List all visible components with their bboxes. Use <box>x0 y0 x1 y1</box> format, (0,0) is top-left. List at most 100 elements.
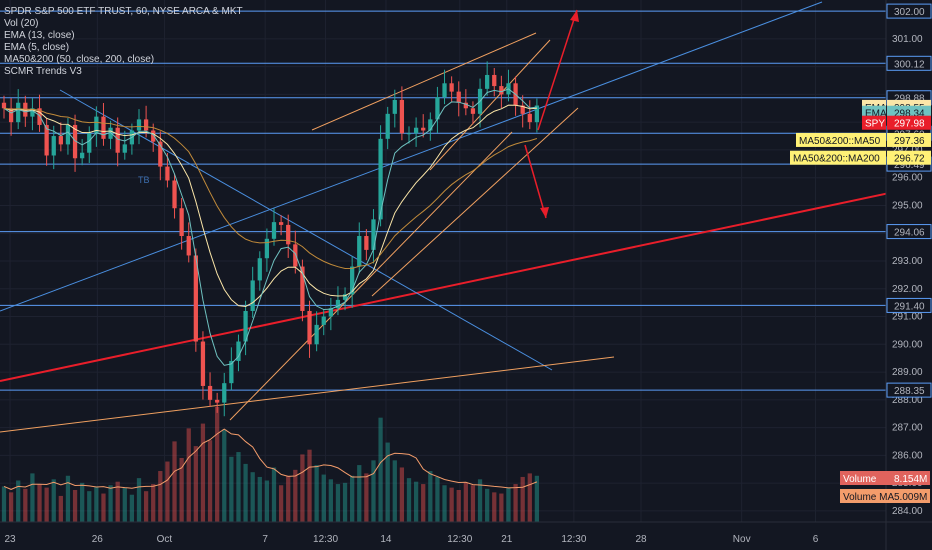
volume-bar <box>87 491 92 522</box>
volume-bar <box>406 478 412 522</box>
time-tick-label: 7 <box>262 534 268 545</box>
volume-bar <box>108 485 113 522</box>
volume-bar <box>449 487 454 522</box>
candle-body <box>200 341 206 386</box>
time-tick-label: 14 <box>380 534 392 545</box>
price-tag-label: MA50&200::MA50 <box>799 136 881 147</box>
volume-tag-value: 5.009M <box>894 492 927 503</box>
volume-bar <box>23 488 28 522</box>
candle-body <box>122 144 127 153</box>
candle-body <box>101 116 106 139</box>
volume-bar <box>229 456 234 522</box>
volume-bar <box>492 492 497 522</box>
time-tick-label: 23 <box>5 534 17 545</box>
volume-bar <box>364 473 369 522</box>
volume-bar <box>435 476 440 522</box>
candle-body <box>364 236 369 250</box>
price-tick-label: 289.00 <box>892 367 923 378</box>
volume-bar <box>413 481 419 522</box>
candle-body <box>151 130 156 142</box>
candle-body <box>413 127 419 134</box>
volume-bar <box>506 487 511 522</box>
candle-body <box>435 97 440 120</box>
candle-body <box>534 105 540 123</box>
price-tag-value: 296.72 <box>894 154 925 165</box>
price-axis-bg <box>886 0 932 550</box>
candle-body <box>385 113 390 139</box>
price-tag-value-box <box>887 115 931 130</box>
blue-trendline-rising <box>0 1 823 312</box>
volume-bar <box>335 484 341 522</box>
volume-bar <box>44 487 49 522</box>
volume-bar <box>421 484 426 522</box>
price-level-tag <box>886 382 932 398</box>
volume-bar <box>243 463 248 522</box>
volume-bar <box>470 485 476 522</box>
price-tag-label: EMA <box>865 109 887 120</box>
volume-bar <box>16 480 21 522</box>
price-level-tag <box>886 297 932 313</box>
volume-tag-box <box>840 471 930 485</box>
candle-body <box>87 133 92 153</box>
price-level-label: 300.12 <box>894 59 925 70</box>
time-axis[interactable]: 23 26 Oct 7 12:30 14 12:30 21 12:30 28 Nov 6 <box>0 521 932 545</box>
candle-body <box>1 102 7 109</box>
candle-body <box>44 124 49 156</box>
candle-body <box>115 127 120 153</box>
volume-bar <box>37 484 42 522</box>
volume-bar <box>215 407 220 522</box>
candle-body <box>357 236 362 267</box>
red-arrow-down <box>524 144 547 219</box>
volume-bar <box>200 423 206 522</box>
volume-bar <box>8 492 14 522</box>
volume-bar <box>115 481 120 522</box>
volume-bar <box>58 495 63 522</box>
volume-bar <box>250 472 255 522</box>
legend-indicator[interactable]: MA50&200 (50, close, 200, close) <box>4 54 155 65</box>
volume-bar <box>385 442 390 522</box>
candle-body <box>350 266 355 295</box>
price-level-tag <box>886 55 932 71</box>
time-tick-label: 21 <box>501 534 513 545</box>
candle-body <box>520 105 525 114</box>
ema-lines-layer <box>3 88 538 366</box>
time-tick-label: 28 <box>635 534 647 545</box>
volume-bar <box>442 485 447 522</box>
price-tick-label: 290.00 <box>892 339 923 350</box>
volume-bar <box>307 449 312 522</box>
price-tick-label: 286.00 <box>892 450 923 461</box>
volume-bar <box>222 429 227 522</box>
legend-indicator[interactable]: EMA (5, close) <box>4 42 70 53</box>
candle-body <box>16 102 21 123</box>
candle-body <box>264 238 270 259</box>
legend-title: SPDR S&P 500 ETF TRUST, 60, NYSE ARCA & … <box>4 6 243 17</box>
candle-body <box>8 108 14 123</box>
price-tag-value-box <box>887 132 931 147</box>
candle-body <box>37 108 42 125</box>
volume-bar <box>30 473 35 522</box>
candle-body <box>406 133 412 135</box>
orange-support <box>229 131 513 421</box>
volume-bar <box>300 454 305 522</box>
candle-body <box>158 141 163 167</box>
legend-indicator[interactable]: Vol (20) <box>4 18 39 29</box>
legend-indicator[interactable]: SCMR Trends V3 <box>4 66 82 77</box>
red-arrow-up <box>537 9 578 131</box>
ema-5-line <box>3 88 537 366</box>
time-tick-label: 12:30 <box>447 534 472 545</box>
volume-bar <box>513 484 518 522</box>
blue-trendline-falling <box>59 89 553 371</box>
volume-bar <box>278 485 284 522</box>
legend-indicator[interactable]: EMA (13, close) <box>4 30 75 41</box>
volume-bar <box>94 486 99 522</box>
candle-body <box>328 308 333 317</box>
price-axis[interactable]: 284.00285.00286.00287.00288.00289.00290.… <box>885 0 932 550</box>
volume-bar <box>207 440 213 522</box>
price-tick-label: 293.00 <box>892 256 923 267</box>
price-tag-label-box <box>796 132 886 147</box>
orange-channel-mid <box>429 39 551 171</box>
price-tick-label: 297.00 <box>892 145 923 156</box>
volume-bar <box>428 471 433 522</box>
